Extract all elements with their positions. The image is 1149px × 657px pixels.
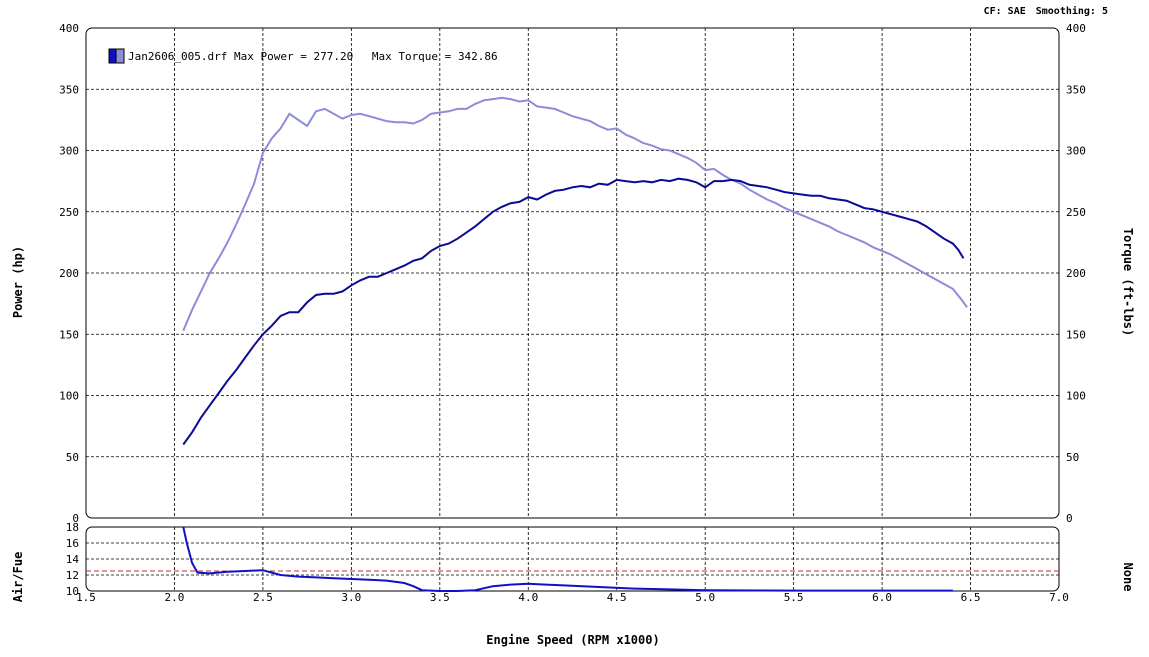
legend-max-power-label: Max Power = [234,50,307,63]
main-grid [86,28,1059,518]
torque-tick-label: 150 [1066,328,1086,341]
afr-grid [86,527,1059,591]
x-tick-label: 5.5 [784,591,804,604]
power-tick-label: 100 [59,390,79,403]
x-tick-label: 3.0 [341,591,361,604]
torque-tick-label: 300 [1066,145,1086,158]
smoothing-label: Smoothing: 5 [1036,5,1108,17]
power-tick-label: 250 [59,206,79,219]
legend-file: Jan2606_005.drf [128,50,227,63]
legend-max-power-value: 277.20 [313,50,353,63]
afr-tick-labels: 10 12 14 16 18 [66,521,80,598]
power-tick-label: 300 [59,145,79,158]
power-tick-label: 200 [59,267,79,280]
legend-power-swatch [108,48,117,64]
x-tick-label: 4.0 [518,591,538,604]
legend-text: Jan2606_005.drf Max Power = 277.20 Max T… [128,50,498,63]
afr-right-label: None [1121,563,1135,592]
x-tick-label: 2.0 [165,591,185,604]
afr-tick-label: 14 [66,553,80,566]
x-tick-label: 3.5 [430,591,450,604]
x-tick-label: 6.5 [961,591,981,604]
power-tick-labels: 0 50 100 150 200 250 300 350 400 [59,22,79,525]
afr-series-line [182,526,953,592]
legend-torque-swatch [115,48,125,64]
torque-tick-label: 0 [1066,512,1073,525]
legend-max-torque-label: Max Torque = [372,50,452,63]
x-tick-label: 6.0 [872,591,892,604]
x-tick-label: 4.5 [607,591,627,604]
afr-tick-label: 10 [66,585,79,598]
torque-tick-label: 50 [1066,451,1079,464]
torque-tick-label: 400 [1066,22,1086,35]
afr-tick-label: 12 [66,569,79,582]
afr-tick-label: 18 [66,521,79,534]
power-series-line [182,177,965,446]
torque-tick-labels: 0 50 100 150 200 250 300 350 400 [1066,22,1086,525]
afr-tick-label: 16 [66,537,79,550]
torque-tick-label: 200 [1066,267,1086,280]
power-axis-title: Power (hp) [11,246,25,318]
power-tick-label: 0 [72,512,79,525]
torque-tick-label: 100 [1066,390,1086,403]
x-tick-label: 7.0 [1049,591,1069,604]
legend: Jan2606_005.drf Max Power = 277.20 Max T… [108,48,498,64]
afr-axis-title: Air/Fue [11,552,25,603]
torque-axis-title: Torque (ft-lbs) [1121,228,1135,336]
legend-max-torque-value: 342.86 [458,50,498,63]
power-tick-label: 350 [59,83,79,96]
x-tick-label: 5.0 [695,591,715,604]
torque-series-line [182,96,968,331]
cf-smoothing-label: CF: SAE Smoothing: 5 [984,5,1108,17]
torque-tick-label: 250 [1066,206,1086,219]
torque-tick-label: 350 [1066,83,1086,96]
x-tick-label: 1.5 [76,591,96,604]
cf-label: CF: SAE [984,6,1026,17]
power-tick-label: 50 [66,451,79,464]
x-tick-label: 2.5 [253,591,273,604]
power-tick-label: 150 [59,328,79,341]
rpm-tick-labels: 1.5 2.0 2.5 3.0 3.5 4.0 4.5 5.0 5.5 6.0 6.5 7.0 [76,591,1069,604]
rpm-axis-title: Engine Speed (RPM x1000) [486,633,659,647]
power-tick-label: 400 [59,22,79,35]
